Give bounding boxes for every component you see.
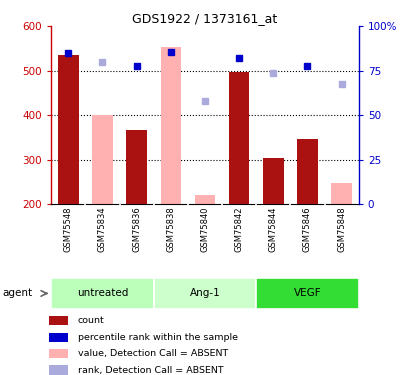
Bar [256, 278, 358, 309]
Bar [58, 55, 79, 204]
Bar [49, 316, 67, 326]
Text: VEGF: VEGF [293, 288, 321, 298]
Bar [228, 72, 249, 204]
Text: rank, Detection Call = ABSENT: rank, Detection Call = ABSENT [78, 366, 223, 375]
Text: GSM75842: GSM75842 [234, 207, 243, 252]
Text: agent: agent [2, 288, 32, 298]
Bar [297, 139, 317, 204]
Text: GSM75548: GSM75548 [64, 207, 73, 252]
Bar [153, 278, 256, 309]
Bar [194, 195, 215, 204]
Text: GSM75846: GSM75846 [302, 207, 311, 252]
Text: value, Detection Call = ABSENT: value, Detection Call = ABSENT [78, 349, 227, 358]
Text: GSM75834: GSM75834 [98, 207, 107, 252]
Bar [49, 366, 67, 375]
Bar [330, 183, 351, 204]
Bar [263, 158, 283, 204]
Bar [49, 349, 67, 358]
Bar [51, 278, 153, 309]
Title: GDS1922 / 1373161_at: GDS1922 / 1373161_at [132, 12, 277, 25]
Text: percentile rank within the sample: percentile rank within the sample [78, 333, 237, 342]
Bar [160, 47, 181, 204]
Text: Ang-1: Ang-1 [189, 288, 220, 298]
Text: GSM75848: GSM75848 [336, 207, 345, 252]
Bar [92, 116, 112, 204]
Text: count: count [78, 316, 104, 326]
Text: untreated: untreated [76, 288, 128, 298]
Text: GSM75844: GSM75844 [268, 207, 277, 252]
Text: GSM75836: GSM75836 [132, 207, 141, 252]
Text: GSM75840: GSM75840 [200, 207, 209, 252]
Bar [126, 130, 146, 204]
Text: GSM75838: GSM75838 [166, 207, 175, 252]
Bar [49, 333, 67, 342]
